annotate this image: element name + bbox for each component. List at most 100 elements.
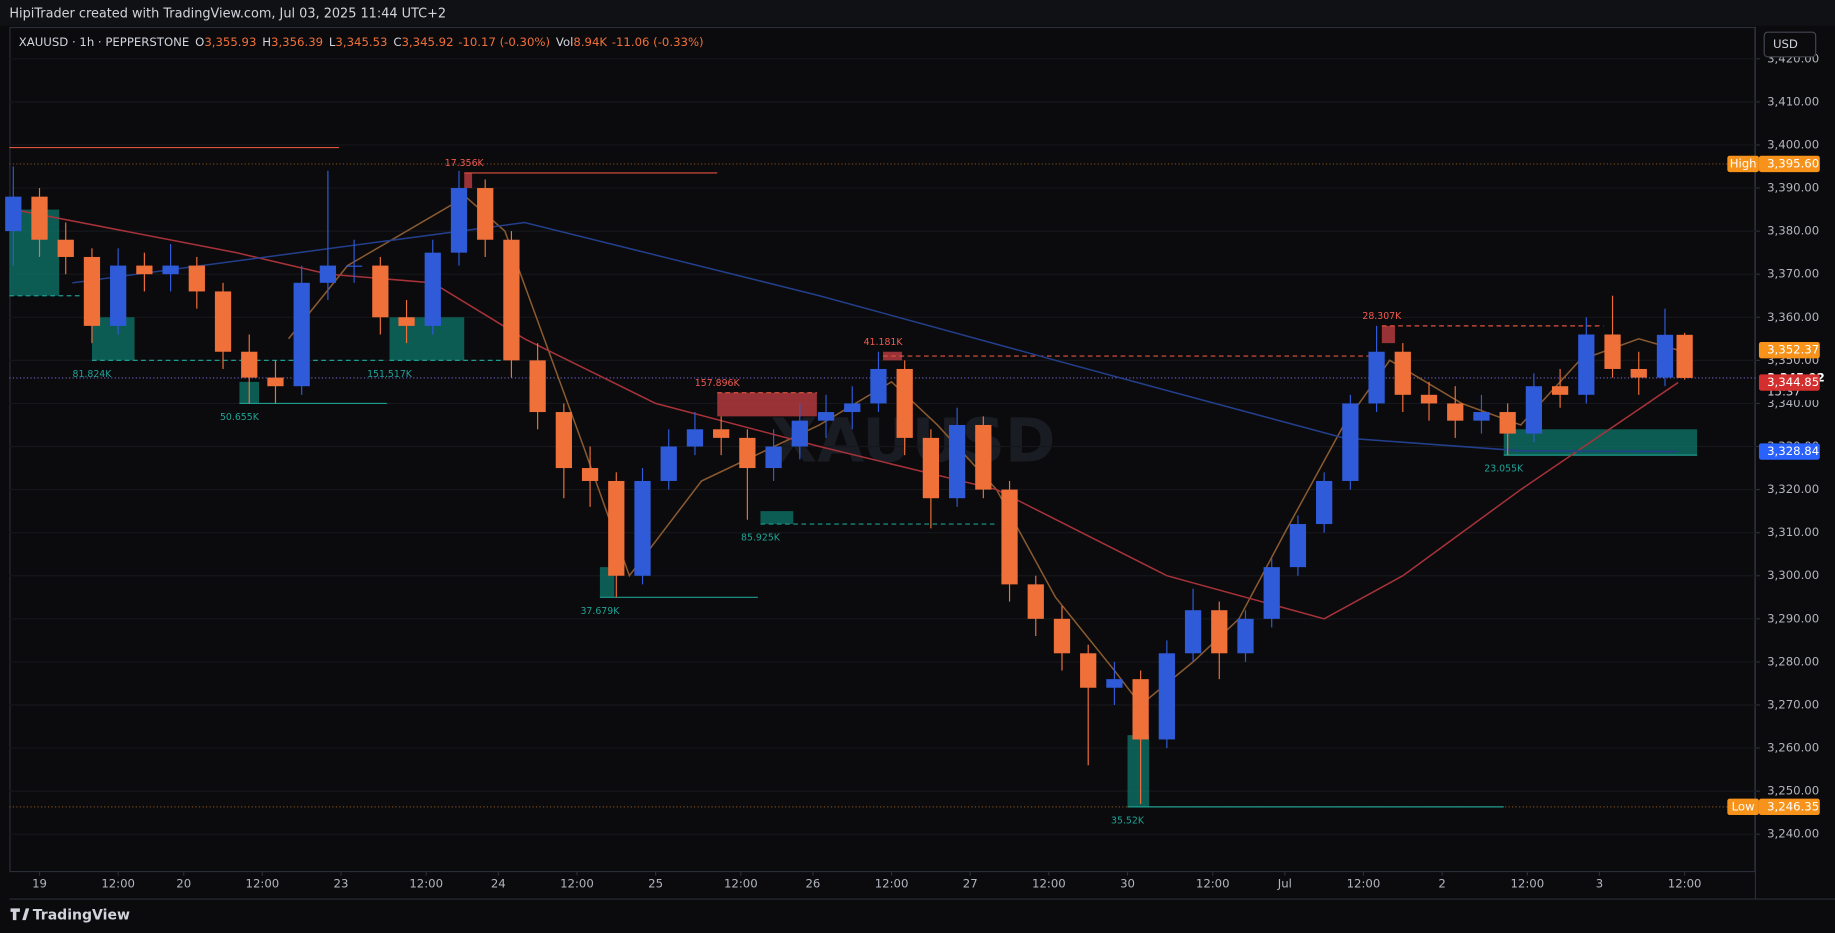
- y-tick-label: 3,300.00: [1767, 568, 1819, 582]
- volume-label: 151.517K: [367, 369, 413, 380]
- axes: 3,240.00 3,250.00 3,260.00 3,270.00 3,280.00…: [32, 51, 1819, 890]
- candle-body: [1676, 334, 1693, 378]
- price-tag: [1758, 155, 1820, 173]
- y-tick-label: 3,270.00: [1767, 697, 1819, 711]
- x-tick-label: 3: [1596, 876, 1603, 890]
- candle-body: [31, 196, 48, 240]
- y-tick-label: 3,370.00: [1767, 267, 1819, 281]
- candle-body: [319, 265, 337, 283]
- x-tick-label: 25: [648, 876, 663, 890]
- price-tag: [1758, 374, 1820, 391]
- legend-value: 8.94K: [573, 35, 607, 49]
- candles: [5, 166, 1693, 805]
- candle-body: [424, 252, 441, 326]
- price-tag-label: 3,352.37: [1767, 343, 1819, 357]
- candle-body: [1394, 351, 1411, 395]
- candle-body: [1420, 394, 1438, 404]
- candle-body: [713, 429, 730, 438]
- volume-label: 28.307K: [1362, 311, 1402, 322]
- legend-key: O: [195, 35, 204, 49]
- y-tick-label: 3,280.00: [1767, 654, 1819, 668]
- price-tag-label: 3,328.84: [1767, 444, 1819, 458]
- candle-body: [1263, 567, 1280, 619]
- x-tick-label: 12:00: [1032, 876, 1066, 890]
- candle-body: [5, 196, 22, 232]
- x-tick-label: 12:00: [101, 876, 135, 890]
- moving-average: [72, 221, 1679, 453]
- candle-body: [503, 239, 520, 361]
- candle-body: [1473, 412, 1490, 421]
- y-tick-label: 3,380.00: [1767, 224, 1819, 238]
- candle-body: [1368, 351, 1385, 404]
- candle-body: [739, 437, 756, 469]
- x-tick-label: 12:00: [1668, 876, 1702, 890]
- candle-body: [214, 291, 232, 352]
- x-tick-label: 2: [1438, 876, 1445, 890]
- legend-header: XAUUSD · 1h · PEPPERSTONE O3,355.93 H3,356…: [19, 35, 704, 49]
- price-tag-label: 3,246.35: [1767, 799, 1819, 813]
- price-tag-name-bg: [1727, 155, 1759, 173]
- legend-value: 3,355.93: [204, 35, 256, 49]
- top-bar: [0, 0, 1835, 26]
- x-tick-label: 24: [491, 876, 506, 890]
- price-tag: [1758, 798, 1820, 816]
- candle-body: [1158, 653, 1175, 740]
- symbol: XAUUSD · 1h · PEPPERSTONE: [19, 35, 190, 49]
- brand: TradingView: [33, 907, 130, 923]
- price-tag-name: Low: [1732, 799, 1755, 813]
- candle-body: [136, 265, 153, 275]
- candle-body: [477, 188, 494, 240]
- candle-body: [398, 317, 415, 326]
- y-tick-label: 3,390.00: [1767, 181, 1819, 195]
- legend-key: C: [393, 35, 401, 49]
- order-block: [717, 392, 817, 417]
- y-tick-label: 3,250.00: [1767, 784, 1819, 798]
- candle-body: [1499, 412, 1516, 434]
- order-block: [760, 511, 794, 525]
- candle-body: [1106, 679, 1123, 688]
- brand-logo: [10, 908, 30, 921]
- candle-body: [608, 480, 625, 576]
- candle-body: [1578, 334, 1595, 395]
- x-tick-label: 27: [963, 876, 978, 890]
- candle-body: [1551, 386, 1569, 395]
- candle-body: [241, 351, 258, 378]
- candle-body: [1289, 524, 1307, 568]
- candle-body: [188, 265, 205, 292]
- price-tag-name-bg: [1727, 798, 1759, 816]
- order-block: [464, 172, 473, 189]
- volume-label: 37.679K: [580, 606, 620, 617]
- volume-label: 35.52K: [1111, 815, 1145, 826]
- y-tick-label: 3,360.00: [1767, 310, 1819, 324]
- candle-body: [1237, 618, 1254, 654]
- currency-button[interactable]: [1763, 31, 1817, 58]
- price-tag: [1758, 443, 1820, 460]
- x-tick-label: 12:00: [409, 876, 443, 890]
- candle-body: [1184, 610, 1202, 654]
- candle-body: [1604, 334, 1621, 369]
- price-tag-label: 3,344.85: [1767, 375, 1819, 389]
- volume-label: 41.181K: [864, 337, 904, 348]
- candle-body: [1447, 403, 1464, 421]
- candle-body: [83, 256, 101, 326]
- x-tick-label: 12:00: [1510, 876, 1544, 890]
- candle-body: [1027, 584, 1044, 619]
- candle-body: [57, 239, 74, 257]
- candle-body: [555, 412, 572, 469]
- x-tick-label: 12:00: [246, 876, 280, 890]
- x-tick-label: Jul: [1277, 876, 1292, 890]
- candle-body: [1316, 480, 1333, 525]
- legend-key: H: [262, 35, 271, 49]
- candle-body: [1656, 334, 1674, 378]
- y-tick-label: 3,240.00: [1767, 827, 1819, 841]
- candle-body: [1053, 618, 1071, 654]
- y-tick-label: 3,320.00: [1767, 482, 1819, 496]
- y-tick-label: 3,290.00: [1767, 611, 1819, 625]
- legend-value: 3,345.53: [335, 35, 387, 49]
- candle-body: [634, 480, 651, 576]
- candle-body: [1001, 489, 1018, 585]
- candle-body: [817, 412, 835, 421]
- x-tick-label: 19: [32, 876, 47, 890]
